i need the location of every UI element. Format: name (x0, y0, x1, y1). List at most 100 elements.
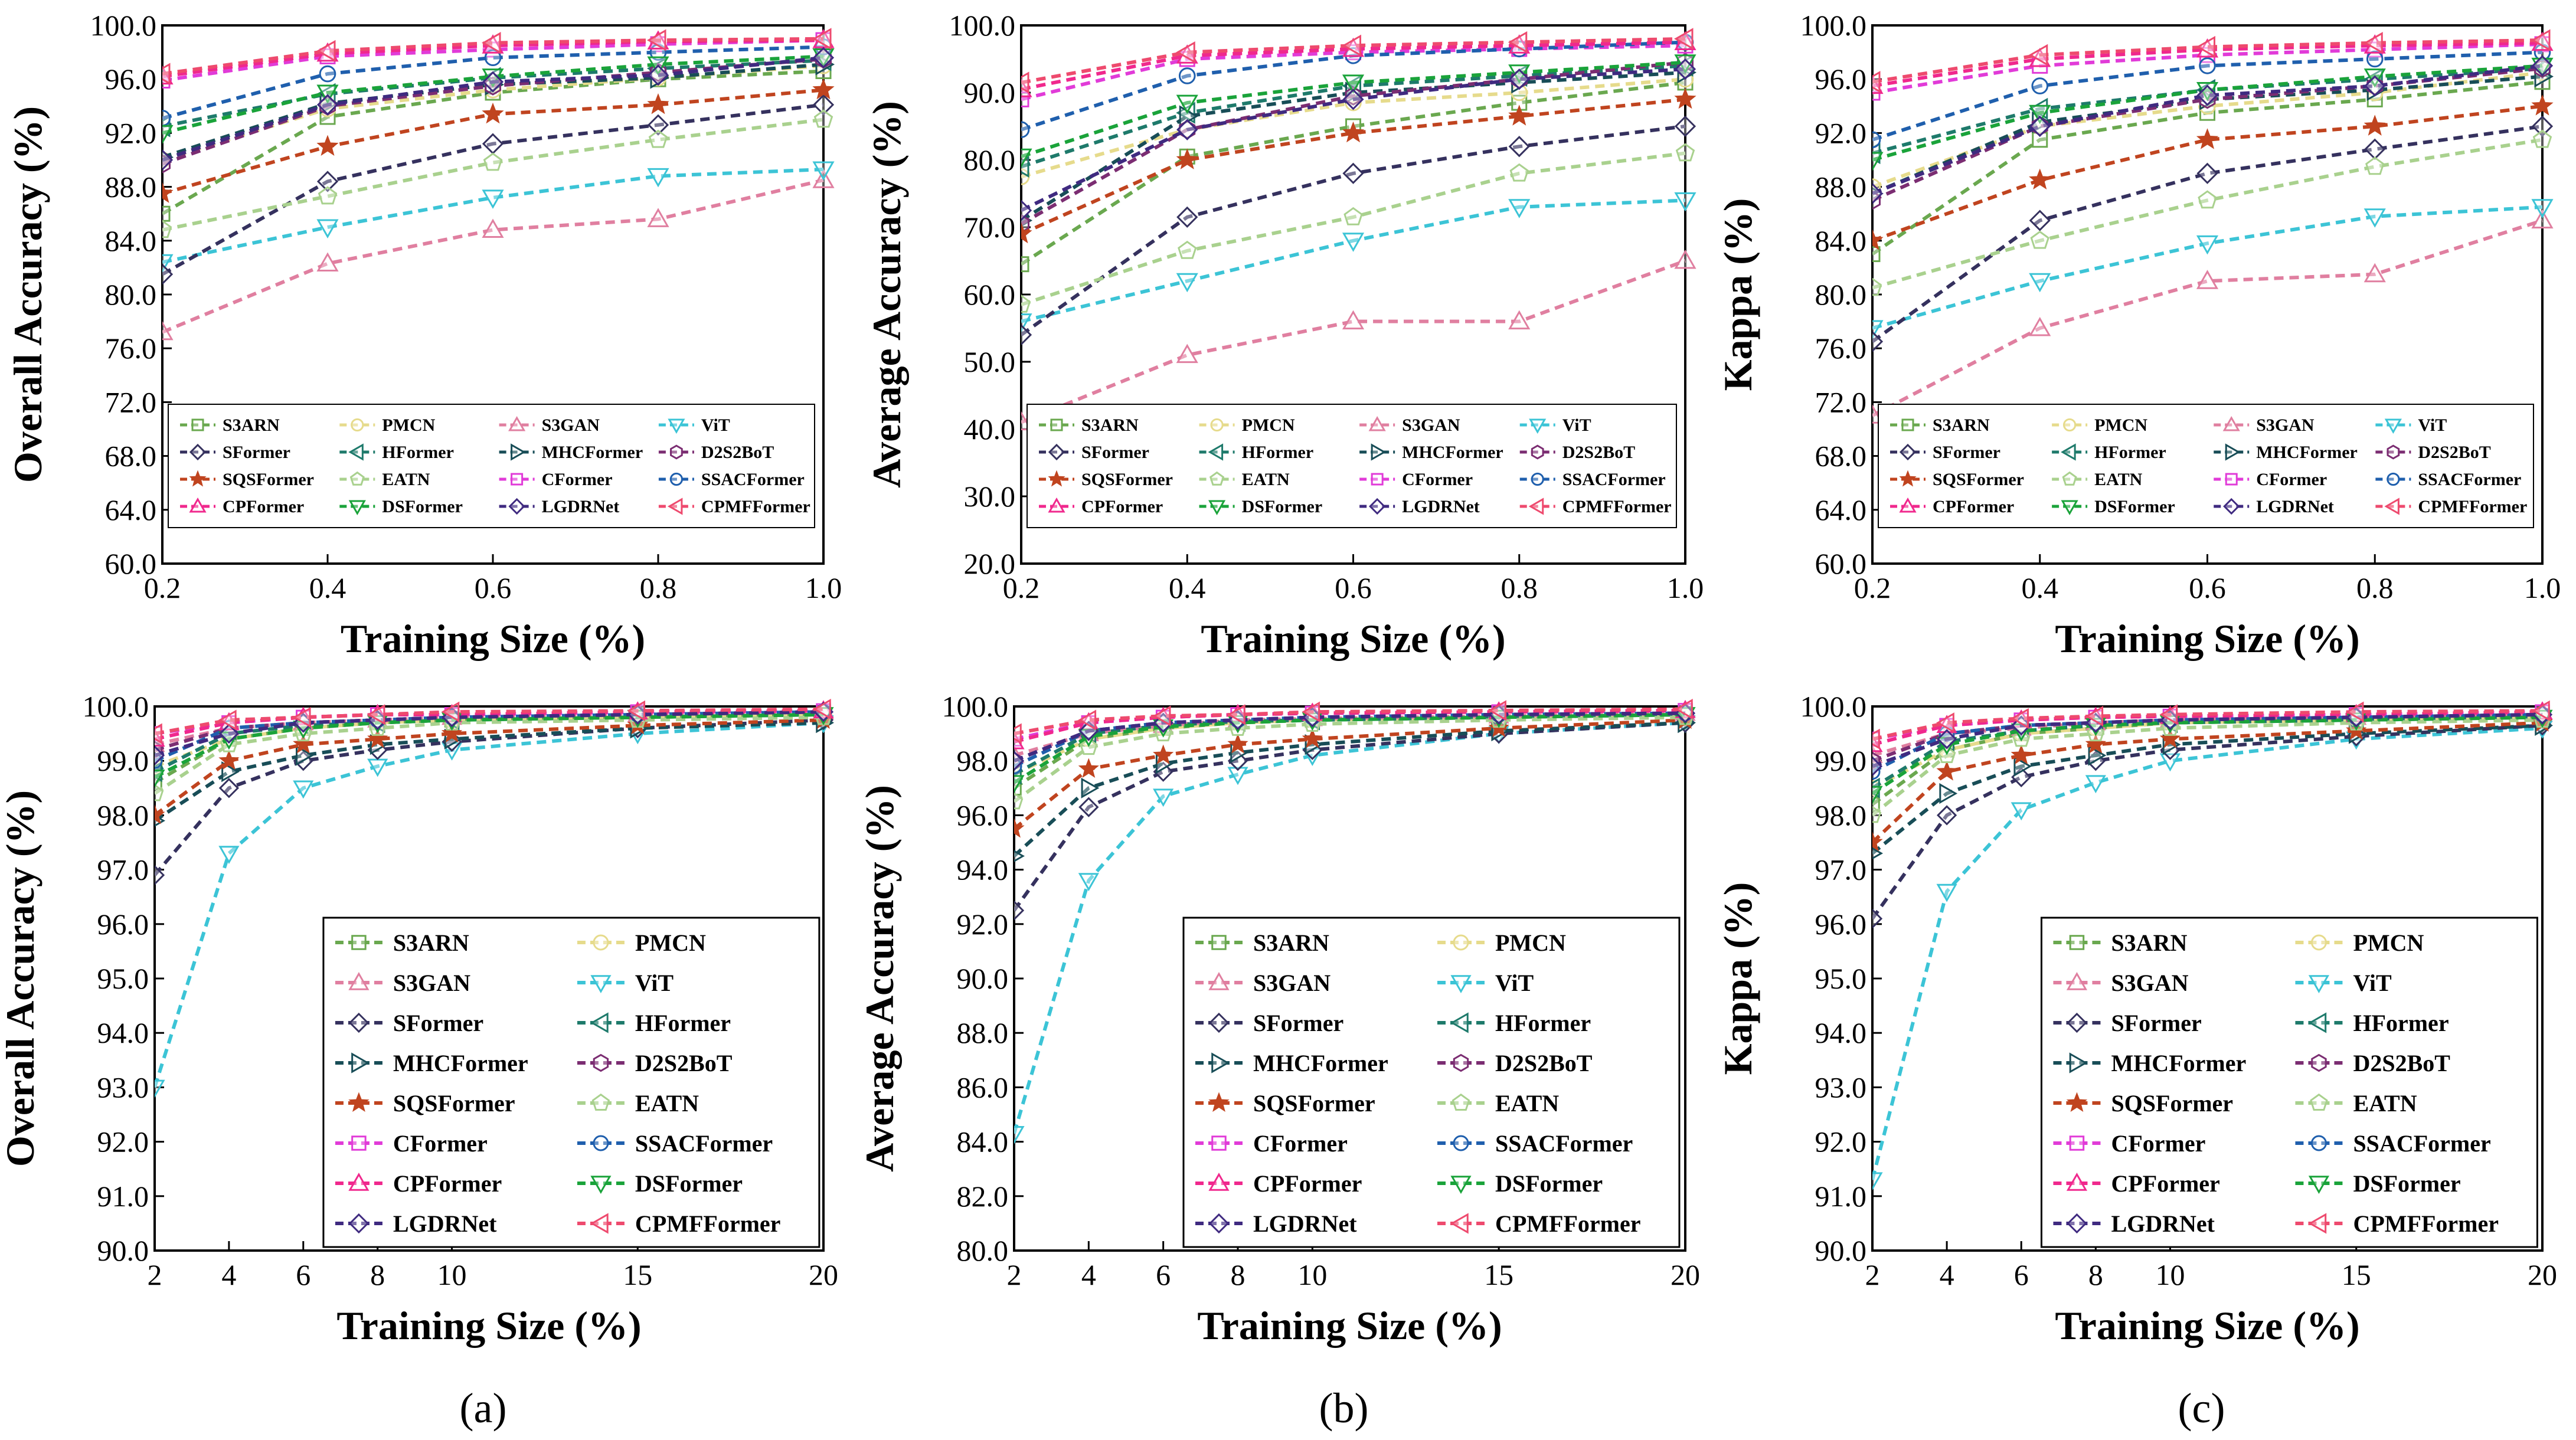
data-point-CPMFFormer (627, 700, 646, 721)
legend-label: SQSFormer (1253, 1090, 1375, 1117)
y-tick-label: 100.0 (1800, 690, 1867, 723)
data-point-S3GAN (2531, 209, 2554, 229)
y-tick-label: 100.0 (942, 690, 1009, 723)
series-line-ViT (1014, 721, 1686, 1134)
y-tick-label: 64.0 (1815, 493, 1867, 526)
legend-label: MHCFormer (1402, 443, 1503, 462)
x-tick-label: 4 (1940, 1258, 1954, 1291)
legend-label: PMCN (635, 930, 706, 956)
data-point-SQSFormer (647, 93, 669, 114)
y-tick-label: 90.0 (964, 76, 1016, 109)
x-axis-label: Training Size (%) (1201, 616, 1505, 661)
legend-marker (2311, 1053, 2327, 1072)
data-point-CPMFFormer (812, 28, 832, 50)
y-tick-label: 92.0 (1815, 1125, 1867, 1158)
legend-marker (2061, 500, 2078, 516)
y-tick-label: 93.0 (97, 1071, 149, 1104)
data-point-ViT (1342, 233, 1365, 252)
data-point-DSFormer (1014, 775, 1025, 794)
data-point-SQSFormer (1014, 817, 1025, 838)
legend-marker (1452, 1093, 1470, 1111)
data-point-CPMFFormer (1078, 709, 1097, 731)
legend-marker (590, 1213, 609, 1234)
data-point-LGDRNet (1176, 119, 1198, 140)
data-point-EATN (1872, 806, 1882, 823)
legend-marker (2225, 443, 2241, 461)
data-point-LGDRNet (2196, 84, 2218, 106)
data-point-MHCFormer (1939, 783, 1958, 804)
y-tick-label: 94.0 (957, 853, 1009, 886)
y-tick-label: 97.0 (1815, 853, 1867, 886)
legend-marker (2222, 415, 2240, 431)
legend-label: HFormer (2094, 443, 2166, 462)
legend-marker (593, 1053, 609, 1072)
data-point-SQSFormer (1872, 831, 1883, 852)
data-point-SQSFormer (1508, 104, 1531, 126)
legend-label: DSFormer (2094, 497, 2175, 516)
legend-marker (1211, 1135, 1227, 1151)
chart-b-top: 20.0 30.0 40.0 50.0 60.0 70.0 80.0 90.0 100.0 0.2… (864, 9, 1704, 661)
data-point-CPMFFormer (1021, 71, 1029, 94)
data-point-SSACFormer (2199, 57, 2216, 74)
series-line-S3ARN (1021, 80, 1686, 266)
y-tick-label: 50.0 (964, 345, 1016, 378)
legend-marker (1450, 1213, 1469, 1234)
x-axis-label: Training Size (%) (336, 1303, 641, 1348)
series-line-S3GAN (1021, 259, 1686, 424)
data-point-LGDRNet (647, 64, 669, 86)
y-tick-label: 80.0 (964, 143, 1016, 176)
y-tick-label: 90.0 (957, 962, 1009, 995)
data-point-S3GAN (1508, 310, 1531, 330)
legend-label: CPFormer (393, 1170, 502, 1197)
legend-label: SQSFormer (2111, 1090, 2233, 1117)
legend-label: EATN (2094, 470, 2142, 489)
data-point-S3GAN (2029, 316, 2051, 336)
legend-label: CPFormer (2111, 1170, 2219, 1197)
series-line-CPMFFormer (162, 37, 824, 76)
legend-marker (1209, 471, 1225, 486)
legend-label: EATN (382, 470, 430, 489)
data-point-ViT (1508, 199, 1531, 218)
series-line-ViT (1021, 198, 1686, 323)
data-point-SQSFormer (2029, 168, 2051, 190)
x-tick-label: 0.2 (144, 571, 181, 604)
panel-label: (c) (2178, 1385, 2225, 1432)
data-point-ViT (1014, 1126, 1025, 1144)
y-tick-label: 95.0 (1815, 962, 1867, 995)
x-tick-label: 0.6 (475, 571, 512, 604)
y-tick-label: 84.0 (957, 1125, 1009, 1158)
series-group (1014, 699, 1696, 1144)
data-point-CPMFFormer (2196, 35, 2215, 58)
legend-marker (348, 1012, 370, 1033)
data-point-CPMFFormer (1152, 705, 1171, 726)
data-point-S3GAN (2196, 270, 2219, 289)
y-axis-label: Kappa (%) (1715, 882, 1760, 1075)
y-tick-label: 98.0 (957, 744, 1009, 777)
series-line-SQSFormer (1021, 97, 1686, 236)
data-point-SFormer (1508, 136, 1530, 158)
legend-label: CPMFFormer (1495, 1210, 1641, 1237)
legend-label: SQSFormer (1933, 470, 2024, 489)
data-point-EATN (813, 109, 833, 128)
legend-label: DSFormer (382, 497, 463, 516)
data-point-LGDRNet (1872, 756, 1883, 777)
legend-marker (511, 443, 526, 461)
y-tick-label: 96.0 (97, 908, 149, 941)
x-tick-label: 10 (1297, 1258, 1327, 1291)
series-line-SFormer (162, 103, 824, 276)
x-axis-label: Training Size (%) (2055, 1303, 2359, 1348)
legend-label: SSACFormer (635, 1130, 773, 1157)
legend-label: PMCN (1242, 415, 1295, 435)
series-line-EATN (162, 117, 824, 232)
data-point-CPMFFormer (1302, 701, 1320, 722)
data-point-LGDRNet (316, 94, 339, 116)
legend-marker (1208, 443, 1224, 461)
data-point-SFormer (1021, 324, 1032, 346)
legend: S3ARN PMCN S3GAN ViT SFormer HFormer MHCFormer… (168, 404, 815, 528)
legend-marker (1453, 1053, 1469, 1072)
legend-marker (590, 1012, 609, 1033)
legend-marker (1899, 443, 1917, 461)
legend-label: S3ARN (1081, 415, 1139, 435)
data-point-ViT (2531, 199, 2554, 218)
legend: S3ARN PMCN S3GAN ViT SFormer HFormer MHCFormer… (1027, 404, 1677, 528)
